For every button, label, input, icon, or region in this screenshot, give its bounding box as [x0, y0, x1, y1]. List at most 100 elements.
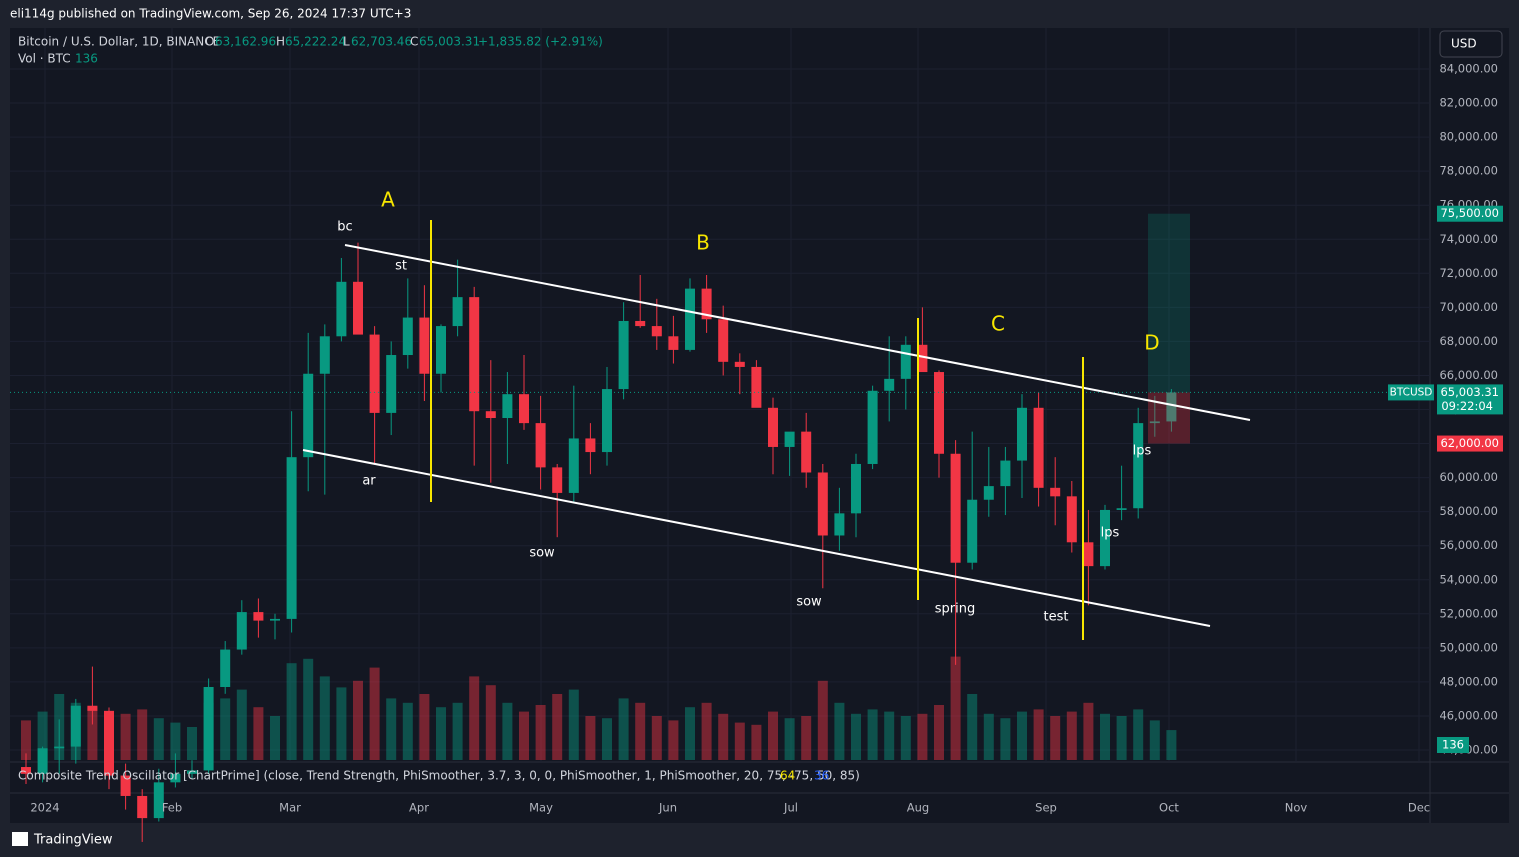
volume-bar — [900, 716, 911, 760]
volume-bar — [469, 676, 480, 760]
trend-line — [344, 244, 1251, 421]
last-price-box — [1437, 384, 1503, 415]
candle-body — [436, 326, 446, 374]
y-tick-label: 54,000.00 — [1439, 572, 1498, 586]
volume-bar — [1083, 702, 1094, 760]
candle-body — [784, 431, 795, 447]
indicator-value: 36 — [814, 769, 829, 783]
ohlc-key: H — [276, 35, 285, 49]
candle-body — [502, 394, 513, 419]
event-label: st — [395, 259, 407, 274]
volume-bar — [950, 656, 961, 760]
candle-body — [701, 288, 712, 320]
target-label: 75,500.00 — [1440, 206, 1499, 220]
candle-body — [685, 288, 695, 350]
candle-body — [386, 355, 397, 413]
candle-body — [1133, 423, 1144, 509]
volume-bar — [386, 698, 397, 760]
event-label: ar — [362, 474, 376, 489]
x-tick-label: May — [529, 801, 553, 815]
volume-bar — [618, 698, 629, 760]
x-tick-label: Dec — [1408, 801, 1430, 815]
candle-body — [602, 389, 612, 453]
target-zone — [1148, 213, 1190, 393]
symbol: Bitcoin / U.S. Dollar, 1D, BINANCE — [18, 35, 220, 49]
volume-bar — [784, 718, 795, 760]
event-label: sow — [529, 546, 555, 561]
volume-bar — [253, 707, 264, 760]
candle-body — [1083, 542, 1094, 567]
volume-bar — [436, 707, 446, 760]
candle-body — [87, 705, 98, 711]
phase-label: A — [381, 188, 395, 212]
volume-bar — [1116, 716, 1127, 760]
candle-body — [950, 453, 961, 563]
phase-label: C — [991, 312, 1005, 336]
volume-bar — [651, 716, 662, 760]
event-label: lps — [1101, 526, 1120, 541]
x-tick-label: Feb — [162, 801, 182, 815]
legend: Bitcoin / U.S. Dollar, 1D, BINANCE O 63,… — [18, 35, 603, 66]
drawings: A B C D bc st ar sow sow spring test lps… — [302, 188, 1251, 640]
countdown: 09:22:04 — [1441, 399, 1493, 413]
volume-bar — [1050, 716, 1061, 760]
candle-body — [917, 344, 928, 373]
y-tick-label: 46,000.00 — [1439, 708, 1498, 722]
y-tick-label: 58,000.00 — [1439, 504, 1498, 518]
y-tick-label: 68,000.00 — [1439, 334, 1498, 348]
volume-bar — [718, 713, 729, 760]
y-tick-label: 80,000.00 — [1439, 130, 1498, 144]
x-tick-label: Nov — [1285, 801, 1308, 815]
volume-bar — [585, 716, 596, 760]
currency[interactable]: USD — [1451, 37, 1477, 51]
volume-bar — [153, 718, 164, 760]
event-label: spring — [935, 602, 975, 617]
y-tick-label: 82,000.00 — [1439, 96, 1498, 110]
candle-body — [485, 411, 496, 419]
volume-bar — [120, 713, 131, 760]
candle-body — [519, 394, 529, 424]
plot — [10, 213, 1430, 842]
volume-bar — [402, 702, 413, 760]
volume-bar — [535, 705, 546, 760]
x-tick-label: Jul — [783, 801, 798, 815]
y-tick-label: 52,000.00 — [1439, 606, 1498, 620]
candle-body — [718, 319, 729, 362]
volume-bar — [87, 707, 98, 760]
volume-bar — [751, 724, 762, 760]
x-tick-label: Jun — [658, 801, 677, 815]
candle-body — [668, 336, 679, 350]
vol-value: 136 — [75, 52, 98, 66]
candle-body — [568, 438, 579, 493]
candle-body — [884, 378, 895, 391]
candle-body — [286, 457, 297, 619]
currency-button[interactable] — [1439, 30, 1503, 58]
publisher: eli114g published on TradingView.com, Se… — [10, 7, 411, 21]
candle-body — [934, 372, 944, 454]
candle-body — [1166, 392, 1177, 422]
symbol-tag: BTCUSD — [1390, 386, 1433, 398]
candle-body — [236, 612, 247, 650]
volume-bar — [336, 687, 347, 760]
candle-body — [54, 746, 65, 749]
candle-body — [1033, 407, 1044, 488]
grid — [10, 28, 1430, 762]
volume-bar — [1017, 711, 1027, 760]
candle-body — [552, 467, 563, 493]
candle-body — [120, 775, 131, 796]
y-tick-label: 50,000.00 — [1439, 640, 1498, 654]
volume-bar — [1149, 720, 1160, 760]
y-tick-label: 56,000.00 — [1439, 538, 1498, 552]
x-tick-label: Sep — [1035, 801, 1057, 815]
target-label-box — [1437, 205, 1503, 222]
volume-bar — [701, 702, 712, 760]
candle-body — [618, 320, 629, 390]
candle-body — [153, 782, 164, 819]
volume-bar — [353, 680, 363, 760]
candle-body — [369, 334, 380, 413]
candle-body — [70, 705, 81, 747]
x-tick-label: Aug — [907, 801, 929, 815]
candle-body — [336, 281, 347, 337]
candle-body — [419, 317, 430, 374]
phase-label: D — [1144, 331, 1159, 355]
